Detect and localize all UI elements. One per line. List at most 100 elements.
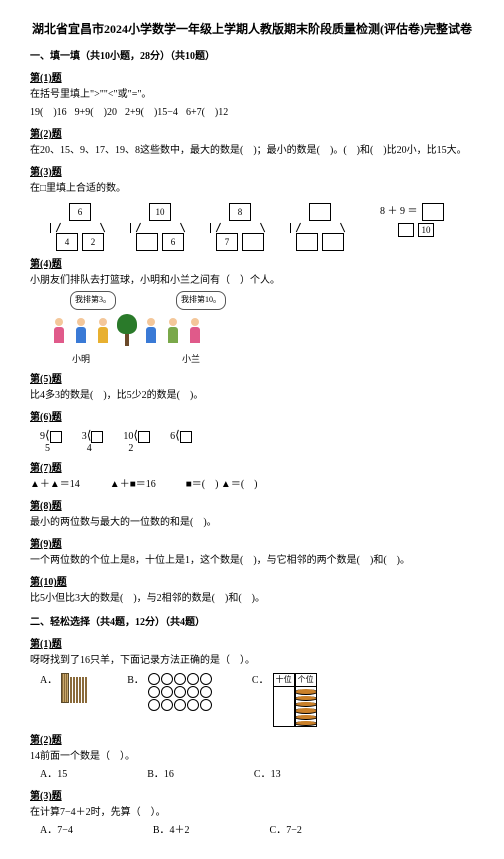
tree1: 6 4 2 <box>50 203 110 251</box>
q1-items: 19( )16 9+9( )20 2+9( )15−4 6+7( )12 <box>30 105 474 121</box>
q6-row: 9⟨ 5 3⟨ 4 10⟨ 2 6⟨ <box>40 428 474 455</box>
q1-text: 在括号里填上">""<"或"="。 <box>30 87 474 103</box>
circle-icon <box>161 673 173 685</box>
s2q1-choices: A． B． C． 十位 个位 <box>40 673 474 727</box>
pv-ones-label: 个位 <box>295 673 317 687</box>
q4-names: 小明 小兰 <box>50 352 474 366</box>
opt-b-label: B． <box>127 673 144 689</box>
name-lan: 小兰 <box>182 352 200 366</box>
q2-label: 第(2)题 <box>30 127 474 143</box>
circle-icon <box>174 686 186 698</box>
add-result-box <box>422 203 444 221</box>
compare-item: 6⟨ <box>170 428 192 455</box>
circle-icon <box>187 673 199 685</box>
s2q2-b: B．16 <box>147 767 174 783</box>
opt-c-label: C． <box>252 673 269 689</box>
s2q1-label: 第(1)题 <box>30 637 474 653</box>
person-icon <box>142 318 160 348</box>
add-expr: 8 ＋ 9 ＝ 10 <box>380 203 444 237</box>
circle-icon <box>187 699 199 711</box>
name-ming: 小明 <box>72 352 90 366</box>
circle-icon <box>187 686 199 698</box>
beads-ones <box>295 687 317 727</box>
s2q3-text: 在计算7−4＋2时，先算（ ）。 <box>30 805 474 821</box>
s2q3-c: C．7−2 <box>270 823 302 839</box>
person-icon <box>94 318 112 348</box>
tree-leaf: 6 <box>162 233 184 251</box>
opt-a-label: A． <box>40 673 57 689</box>
tree-leaf <box>242 233 264 251</box>
compare-item: 9⟨ 5 <box>40 428 62 455</box>
tree-leaf: 7 <box>216 233 238 251</box>
q6-label: 第(6)题 <box>30 410 474 426</box>
q5-label: 第(5)题 <box>30 372 474 388</box>
q8-label: 第(8)题 <box>30 499 474 515</box>
tree-top: 6 <box>69 203 91 221</box>
q4-label: 第(4)题 <box>30 257 474 273</box>
circle-icon <box>200 673 212 685</box>
q5-text: 比4多3的数是( )，比5少2的数是( )。 <box>30 388 474 404</box>
s2q3-a: A．7−4 <box>40 823 73 839</box>
q4-bubbles: 我排第3。 我排第10。 <box>70 291 474 310</box>
q1-label: 第(1)题 <box>30 71 474 87</box>
tree-top: 8 <box>229 203 251 221</box>
circle-icon <box>174 699 186 711</box>
circles-grid <box>148 673 212 711</box>
compare-item: 10⟨ 2 <box>123 428 150 455</box>
q1-item: 2+9( )15−4 <box>125 105 178 121</box>
s2q3-opts: A．7−4 B．4＋2 C．7−2 <box>40 823 474 839</box>
q2-text: 在20、15、9、17、19、8这些数中，最大的数是( )；最小的数是( )。(… <box>30 143 474 159</box>
tree-leaf: 2 <box>82 233 104 251</box>
circle-icon <box>200 686 212 698</box>
q1-item: 6+7( )12 <box>186 105 228 121</box>
s2q2-a: A．15 <box>40 767 67 783</box>
tree-icon <box>116 314 138 348</box>
q9-text: 一个两位数的个位上是8，十位上是1，这个数是( )，与它相邻的两个数是( )和(… <box>30 553 474 569</box>
s2q1-text: 呀呀找到了16只羊，下面记录方法正确的是（ ）。 <box>30 653 474 669</box>
opt-b: B． <box>127 673 212 711</box>
circle-icon <box>200 699 212 711</box>
bubble-ming: 我排第3。 <box>70 291 116 310</box>
tree-top <box>309 203 331 221</box>
s2q3-label: 第(3)题 <box>30 789 474 805</box>
q7-text: ▲＋▲＝14 ▲＋■＝16 ■＝( ) ▲＝( ) <box>30 477 474 493</box>
s2q2-text: 14前面一个数是（ ）。 <box>30 749 474 765</box>
bubble-lan: 我排第10。 <box>176 291 226 310</box>
place-value-chart: 十位 个位 <box>273 673 317 727</box>
q8-text: 最小的两位数与最大的一位数的和是( )。 <box>30 515 474 531</box>
q4-text: 小朋友们排队去打篮球，小明和小兰之间有（ ）个人。 <box>30 273 474 289</box>
sticks-icon <box>61 673 87 703</box>
exam-title: 湖北省宜昌市2024小学数学一年级上学期人教版期末阶段质量检测(评估卷)完整试卷 <box>30 20 474 39</box>
q9-label: 第(9)题 <box>30 537 474 553</box>
compare-item: 3⟨ 4 <box>82 428 104 455</box>
person-icon <box>72 318 90 348</box>
carry-box: 10 <box>418 223 434 237</box>
q4-queue <box>50 314 474 348</box>
section2-header: 二、轻松选择（共4题，12分）（共4题） <box>30 615 474 631</box>
person-icon <box>164 318 182 348</box>
q10-label: 第(10)题 <box>30 575 474 591</box>
tree3: 8 7 <box>210 203 270 251</box>
q7-label: 第(7)题 <box>30 461 474 477</box>
circle-icon <box>161 699 173 711</box>
tree-top: 10 <box>149 203 171 221</box>
tree-leaf: 4 <box>56 233 78 251</box>
q1-item: 19( )16 <box>30 105 67 121</box>
tree-leaf <box>296 233 318 251</box>
opt-c: C． 十位 个位 <box>252 673 317 727</box>
circle-icon <box>148 673 160 685</box>
circle-icon <box>148 686 160 698</box>
tree-leaf <box>136 233 158 251</box>
carry-box <box>398 223 414 237</box>
q3-text: 在□里填上合适的数。 <box>30 181 474 197</box>
q1-item: 9+9( )20 <box>75 105 117 121</box>
q3-diagram: 6 4 2 10 6 8 7 8 ＋ 9 ＝ <box>50 203 474 251</box>
q3-label: 第(3)题 <box>30 165 474 181</box>
person-icon <box>50 318 68 348</box>
circle-icon <box>174 673 186 685</box>
circle-icon <box>161 686 173 698</box>
tree-leaf <box>322 233 344 251</box>
s2q3-b: B．4＋2 <box>153 823 190 839</box>
s2q2-label: 第(2)题 <box>30 733 474 749</box>
add-text: 8 ＋ 9 ＝ <box>380 204 418 220</box>
